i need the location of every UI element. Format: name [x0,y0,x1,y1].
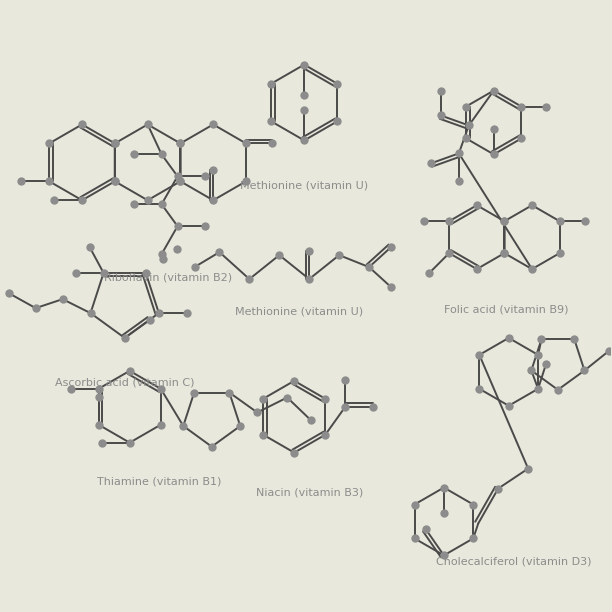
Text: Cholecalciferol (vitamin D3): Cholecalciferol (vitamin D3) [436,556,591,566]
Text: Ascorbic acid (vitamin C): Ascorbic acid (vitamin C) [55,378,195,388]
Text: Methionine (vitamin U): Methionine (vitamin U) [240,181,368,190]
Text: Riboflavin (vitamin B2): Riboflavin (vitamin B2) [103,272,232,282]
Text: Folic acid (vitamin B9): Folic acid (vitamin B9) [444,304,569,314]
Text: Methionine (vitamin U): Methionine (vitamin U) [235,307,364,317]
Text: Niacin (vitamin B3): Niacin (vitamin B3) [256,488,363,498]
Text: Thiamine (vitamin B1): Thiamine (vitamin B1) [97,477,222,487]
